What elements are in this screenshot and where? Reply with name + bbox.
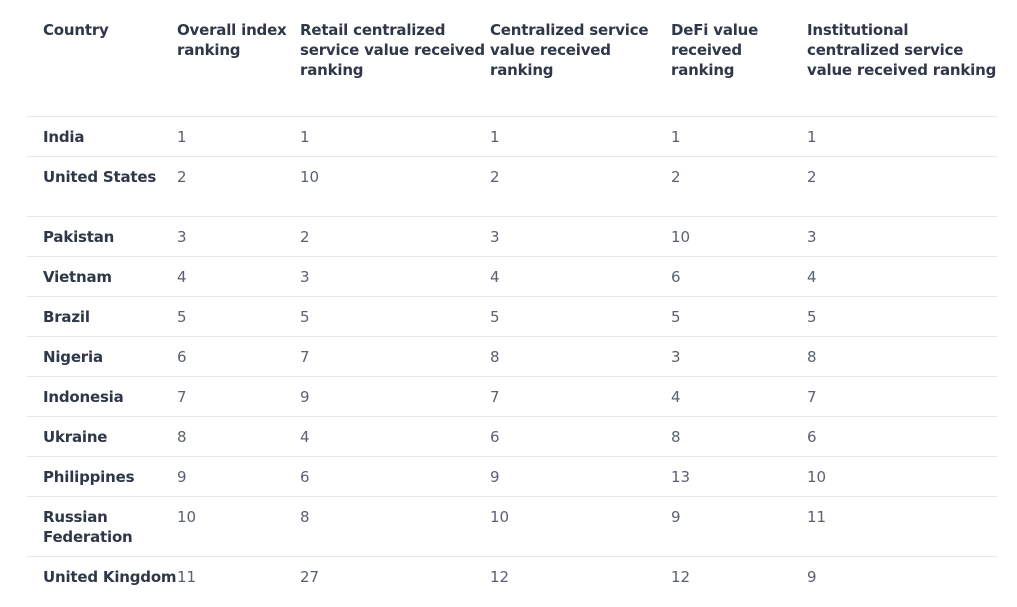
table-row: Indonesia 7 9 7 4 7: [27, 376, 997, 417]
centralized-rank-cell: 8: [490, 336, 671, 377]
defi-rank-cell: 3: [671, 336, 807, 377]
country-cell: Nigeria: [27, 336, 177, 377]
retail-rank-cell: 27: [300, 556, 490, 607]
country-cell: Philippines: [27, 456, 177, 497]
retail-rank-cell: 3: [300, 256, 490, 297]
defi-rank-cell: 10: [671, 216, 807, 257]
centralized-rank-cell: 7: [490, 376, 671, 417]
centralized-rank-cell: 3: [490, 216, 671, 257]
defi-rank-cell: 13: [671, 456, 807, 497]
overall-rank-cell: 2: [177, 156, 300, 217]
institutional-rank-cell: 3: [807, 216, 997, 257]
country-cell: Ukraine: [27, 416, 177, 457]
country-cell: United Kingdom: [27, 556, 177, 607]
retail-rank-cell: 4: [300, 416, 490, 457]
table-row: Philippines 9 6 9 13 10: [27, 456, 997, 497]
table-row: United Kingdom 11 27 12 12 9: [27, 556, 997, 607]
defi-rank-cell: 12: [671, 556, 807, 607]
retail-rank-cell: 9: [300, 376, 490, 417]
institutional-rank-cell: 1: [807, 116, 997, 157]
institutional-rank-cell: 6: [807, 416, 997, 457]
column-header-defi-ranking: DeFi value received ranking: [671, 10, 807, 117]
retail-rank-cell: 2: [300, 216, 490, 257]
institutional-rank-cell: 7: [807, 376, 997, 417]
overall-rank-cell: 8: [177, 416, 300, 457]
overall-rank-cell: 7: [177, 376, 300, 417]
defi-rank-cell: 4: [671, 376, 807, 417]
overall-rank-cell: 5: [177, 296, 300, 337]
table-row: Brazil 5 5 5 5 5: [27, 296, 997, 337]
retail-rank-cell: 7: [300, 336, 490, 377]
defi-rank-cell: 6: [671, 256, 807, 297]
defi-rank-cell: 1: [671, 116, 807, 157]
table-row: India 1 1 1 1 1: [27, 116, 997, 157]
institutional-rank-cell: 11: [807, 496, 997, 557]
defi-rank-cell: 2: [671, 156, 807, 217]
centralized-rank-cell: 12: [490, 556, 671, 607]
centralized-rank-cell: 6: [490, 416, 671, 457]
retail-rank-cell: 6: [300, 456, 490, 497]
overall-rank-cell: 9: [177, 456, 300, 497]
centralized-rank-cell: 4: [490, 256, 671, 297]
defi-rank-cell: 8: [671, 416, 807, 457]
country-cell: Brazil: [27, 296, 177, 337]
country-cell: Vietnam: [27, 256, 177, 297]
retail-rank-cell: 5: [300, 296, 490, 337]
table-row: United States 2 10 2 2 2: [27, 156, 997, 217]
table-header-row: Country Overall index ranking Retail cen…: [27, 10, 997, 117]
retail-rank-cell: 10: [300, 156, 490, 217]
table-row: Ukraine 8 4 6 8 6: [27, 416, 997, 457]
centralized-rank-cell: 2: [490, 156, 671, 217]
retail-rank-cell: 1: [300, 116, 490, 157]
country-cell: Russian Federation: [27, 496, 177, 557]
overall-rank-cell: 4: [177, 256, 300, 297]
defi-rank-cell: 5: [671, 296, 807, 337]
column-header-overall-index-ranking: Overall index ranking: [177, 10, 300, 117]
country-cell: Indonesia: [27, 376, 177, 417]
institutional-rank-cell: 10: [807, 456, 997, 497]
retail-rank-cell: 8: [300, 496, 490, 557]
column-header-retail-centralized-ranking: Retail centralized service value receive…: [300, 10, 490, 117]
country-cell: Pakistan: [27, 216, 177, 257]
table-row: Nigeria 6 7 8 3 8: [27, 336, 997, 377]
table-row: Pakistan 3 2 3 10 3: [27, 216, 997, 257]
centralized-rank-cell: 10: [490, 496, 671, 557]
centralized-rank-cell: 5: [490, 296, 671, 337]
column-header-country: Country: [27, 10, 177, 117]
overall-rank-cell: 10: [177, 496, 300, 557]
centralized-rank-cell: 9: [490, 456, 671, 497]
country-cell: United States: [27, 156, 177, 217]
country-cell: India: [27, 116, 177, 157]
column-header-centralized-ranking: Centralized service value received ranki…: [490, 10, 671, 117]
table-row: Vietnam 4 3 4 6 4: [27, 256, 997, 297]
overall-rank-cell: 3: [177, 216, 300, 257]
institutional-rank-cell: 8: [807, 336, 997, 377]
centralized-rank-cell: 1: [490, 116, 671, 157]
institutional-rank-cell: 4: [807, 256, 997, 297]
overall-rank-cell: 6: [177, 336, 300, 377]
institutional-rank-cell: 5: [807, 296, 997, 337]
institutional-rank-cell: 2: [807, 156, 997, 217]
country-ranking-table: Country Overall index ranking Retail cen…: [27, 10, 997, 607]
defi-rank-cell: 9: [671, 496, 807, 557]
overall-rank-cell: 11: [177, 556, 300, 607]
column-header-institutional-ranking: Institutional centralized service value …: [807, 10, 997, 117]
institutional-rank-cell: 9: [807, 556, 997, 607]
overall-rank-cell: 1: [177, 116, 300, 157]
table-row: Russian Federation 10 8 10 9 11: [27, 496, 997, 557]
